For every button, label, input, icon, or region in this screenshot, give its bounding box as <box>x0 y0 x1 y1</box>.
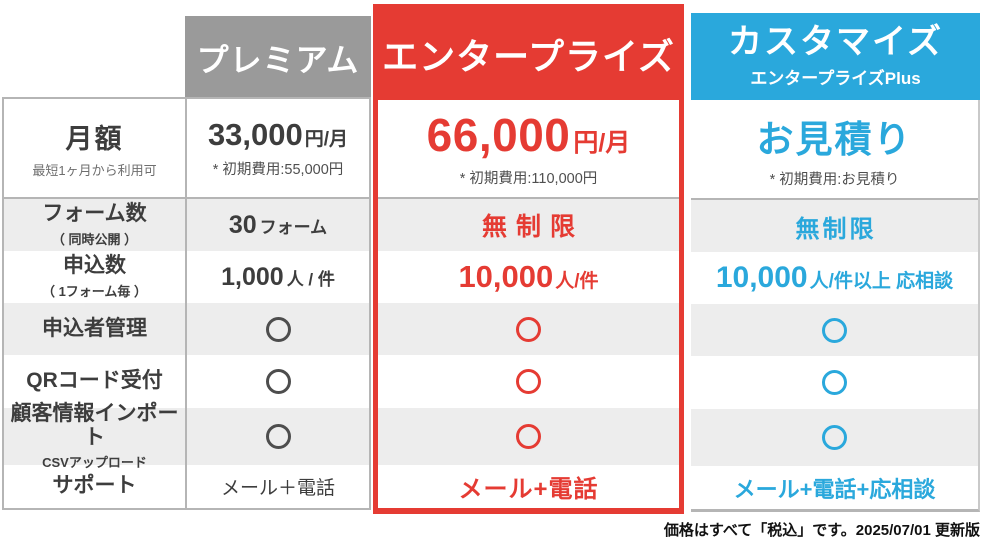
enterprise-applications-line: 10,000 人/件 <box>458 259 598 295</box>
premium-applications-unit: 人 / 件 <box>286 269 335 289</box>
premium-applications-line: 1,000 人 / 件 <box>221 263 335 292</box>
enterprise-monthly-cell: 66,000 円/月 * 初期費用:110,000円 <box>378 99 679 199</box>
custom-applicant-management-cell <box>691 304 978 356</box>
enterprise-forms-value: 無制限 <box>481 213 584 241</box>
premium-price-line: 33,000 円/月 <box>208 117 348 153</box>
premium-forms-unit: フォーム <box>259 217 328 237</box>
premium-forms-value: 30 <box>228 210 257 239</box>
enterprise-price-line: 66,000 円/月 <box>427 108 631 162</box>
feature-forms: フォーム数 （ 同時公開 ） <box>4 199 185 251</box>
custom-applications-unit: 人/件以上 応相談 <box>809 271 954 292</box>
custom-monthly-cell: お見積り * 初期費用:お見積り <box>691 100 978 200</box>
included-circle-icon <box>265 316 291 342</box>
plan-custom-body: お見積り * 初期費用:お見積り 無制限 10,000 人/件以上 応相談 <box>691 100 980 512</box>
feature-premium-table: 月額 最短1ヶ月から利用可 フォーム数 （ 同時公開 ） 申込数 （ 1フォーム… <box>2 97 371 510</box>
plan-premium-header: プレミアム <box>185 16 371 99</box>
plan-premium-column: 33,000 円/月 * 初期費用:55,000円 30 フォーム 1,000 … <box>187 99 369 508</box>
feature-qr-reception-label: QRコード受付 <box>26 369 163 393</box>
feature-label-column: 月額 最短1ヶ月から利用可 フォーム数 （ 同時公開 ） 申込数 （ 1フォーム… <box>4 99 187 508</box>
plan-enterprise-name: エンタープライズ <box>382 36 675 77</box>
feature-customer-import-label: 顧客情報インポート <box>10 401 179 449</box>
included-circle-icon <box>822 317 847 343</box>
premium-customer-import-cell <box>187 408 369 465</box>
enterprise-initial-fee: * 初期費用:110,000円 <box>459 171 598 187</box>
feature-forms-sub: （ 同時公開 ） <box>51 231 138 247</box>
premium-applications-value: 1,000 <box>221 262 284 291</box>
premium-forms-line: 30 フォーム <box>229 211 327 240</box>
premium-support-value: メール＋電話 <box>220 478 335 499</box>
enterprise-support-cell: メール+電話 <box>378 465 679 508</box>
enterprise-applications-cell: 10,000 人/件 <box>378 251 679 303</box>
feature-qr-reception: QRコード受付 <box>4 355 185 408</box>
included-circle-icon <box>516 369 541 394</box>
feature-applications-label: 申込数 <box>63 254 126 278</box>
custom-forms-value: 無制限 <box>795 215 877 243</box>
premium-monthly-cell: 33,000 円/月 * 初期費用:55,000円 <box>187 99 369 199</box>
feature-applications-sub: （ 1フォーム毎 ） <box>41 283 148 299</box>
plan-enterprise-column: エンタープライズ 66,000 円/月 * 初期費用:110,000円 無制限 … <box>373 4 684 514</box>
custom-qr-reception-cell <box>691 356 978 409</box>
feature-customer-import: 顧客情報インポート CSVアップロード <box>4 402 185 470</box>
feature-forms-label: フォーム数 <box>42 202 147 226</box>
custom-applications-cell: 10,000 人/件以上 応相談 <box>691 252 978 304</box>
plan-premium-name: プレミアム <box>196 41 360 78</box>
enterprise-applications-unit: 人/件 <box>555 271 599 292</box>
included-circle-icon <box>265 424 291 449</box>
custom-support-value: メール+電話+応相談 <box>733 476 936 502</box>
enterprise-monthly-price: 66,000 <box>426 109 571 161</box>
custom-support-cell: メール+電話+応相談 <box>691 466 978 509</box>
included-circle-icon <box>822 370 847 395</box>
plan-custom-subname: エンタープライズPlus <box>750 69 921 89</box>
premium-initial-fee: * 初期費用:55,000円 <box>212 162 344 178</box>
enterprise-customer-import-cell <box>378 408 679 465</box>
feature-customer-import-sub: CSVアップロード <box>42 455 147 471</box>
included-circle-icon <box>516 316 541 342</box>
premium-monthly-unit: 円/月 <box>304 129 349 150</box>
custom-applications-value: 10,000 <box>715 261 808 294</box>
custom-applications-line: 10,000 人/件以上 応相談 <box>716 261 953 295</box>
included-circle-icon <box>516 424 541 449</box>
feature-monthly-label: 月額 <box>65 124 124 154</box>
enterprise-applicant-management-cell <box>378 303 679 355</box>
enterprise-support-value: メール+電話 <box>458 476 599 503</box>
feature-applications: 申込数 （ 1フォーム毎 ） <box>4 251 185 303</box>
price-footnote: 価格はすべて「税込」です。2025/07/01 更新版 <box>663 522 980 539</box>
custom-monthly-price: お見積り <box>756 119 913 160</box>
premium-forms-cell: 30 フォーム <box>187 199 369 251</box>
included-circle-icon <box>822 425 847 450</box>
plan-enterprise-header: エンタープライズ <box>377 8 680 100</box>
custom-customer-import-cell <box>691 409 978 466</box>
feature-monthly-sub: 最短1ヶ月から利用可 <box>32 163 157 178</box>
premium-applicant-management-cell <box>187 303 369 355</box>
premium-support-cell: メール＋電話 <box>187 465 369 508</box>
feature-support-label: サポート <box>52 474 137 498</box>
plan-custom-name: カスタマイズ <box>728 22 943 61</box>
custom-forms-cell: 無制限 <box>691 200 978 252</box>
premium-monthly-price: 33,000 <box>207 117 303 152</box>
feature-applicant-management-label: 申込者管理 <box>42 316 147 340</box>
enterprise-monthly-unit: 円/月 <box>573 129 631 157</box>
premium-applications-cell: 1,000 人 / 件 <box>187 251 369 303</box>
premium-qr-reception-cell <box>187 355 369 408</box>
plan-custom-column: カスタマイズ エンタープライズPlus お見積り * 初期費用:お見積り 無制限… <box>691 13 980 512</box>
feature-support: サポート <box>4 465 185 508</box>
enterprise-applications-value: 10,000 <box>458 259 554 294</box>
plan-custom-header: カスタマイズ エンタープライズPlus <box>691 13 980 100</box>
enterprise-qr-reception-cell <box>378 355 679 408</box>
included-circle-icon <box>265 369 291 394</box>
feature-monthly: 月額 最短1ヶ月から利用可 <box>4 99 185 199</box>
custom-initial-fee: * 初期費用:お見積り <box>769 172 900 188</box>
feature-applicant-management: 申込者管理 <box>4 303 185 355</box>
enterprise-forms-cell: 無制限 <box>378 199 679 251</box>
